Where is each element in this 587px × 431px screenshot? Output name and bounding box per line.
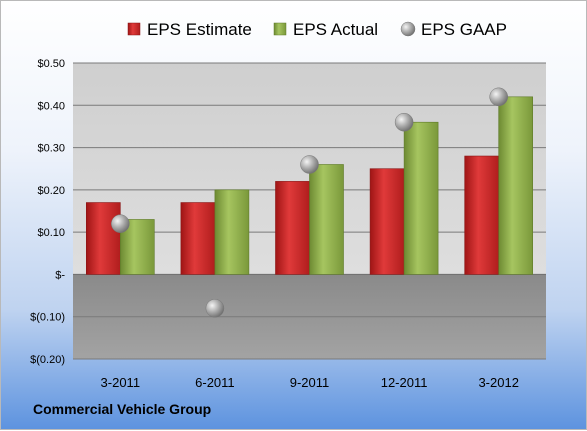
y-tick-label: $0.20 [37,185,65,197]
x-tick-label: 3-2011 [101,375,141,390]
legend-marker-eps-actual [273,22,287,36]
y-axis: $0.50 $0.40 $0.30 $0.20 $0.10 $- $(0.10) $(0.20… [30,58,65,366]
y-tick-label: $0.50 [37,58,65,70]
legend-label: EPS Estimate [147,20,252,39]
legend-label: EPS GAAP [421,20,507,39]
gaap-points [111,87,508,318]
y-tick-label: $(0.10) [30,312,65,324]
point-eps-gaap [300,155,319,174]
legend-marker-eps-gaap [400,21,416,37]
bar-eps-estimate [86,202,121,275]
bar-eps-estimate [464,155,500,275]
y-tick-label: $- [55,269,65,281]
point-eps-gaap [394,112,414,132]
legend-label: EPS Actual [293,20,378,39]
y-tick-label: $0.10 [37,227,65,239]
point-eps-gaap [205,299,225,318]
y-tick-label: $(0.20) [30,354,65,366]
y-tick-label: $0.30 [37,143,65,155]
x-tick-label: 12-2011 [381,375,428,390]
bar-eps-actual [120,219,155,275]
bar-eps-actual [214,189,250,275]
bar-eps-actual [498,96,534,275]
x-tick-label: 9-2011 [290,375,330,390]
point-eps-gaap [111,214,130,233]
bars [86,96,534,275]
point-eps-gaap [489,87,508,107]
legend-marker-eps-estimate [127,22,141,36]
y-tick-label: $0.40 [37,100,65,112]
bar-eps-actual [309,164,344,275]
legend: EPS Estimate EPS Actual EPS GAAP [127,20,507,39]
company-name: Commercial Vehicle Group [33,401,212,417]
bar-eps-estimate [369,168,405,275]
bar-eps-estimate [180,202,216,275]
bar-eps-actual [403,121,439,275]
x-tick-label: 3-2012 [478,375,518,390]
x-axis: 3-2011 6-2011 9-2011 12-2011 3-2012 [101,375,519,390]
x-tick-label: 6-2011 [195,375,235,390]
bar-eps-estimate [275,181,310,275]
